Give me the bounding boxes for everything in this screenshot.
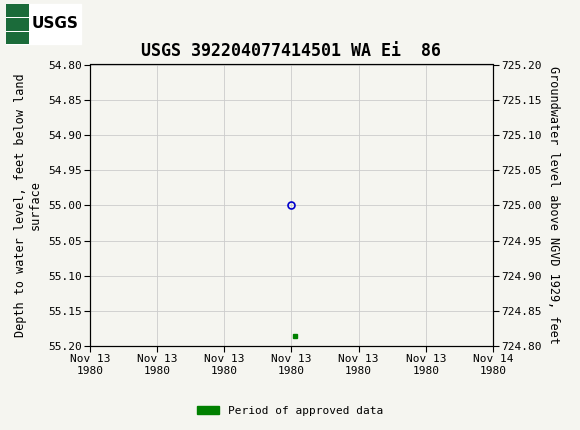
- Text: USGS: USGS: [32, 16, 79, 31]
- Bar: [6, 18, 29, 31]
- Y-axis label: Groundwater level above NGVD 1929, feet: Groundwater level above NGVD 1929, feet: [548, 66, 560, 344]
- Y-axis label: Depth to water level, feet below land
surface: Depth to water level, feet below land su…: [14, 74, 42, 337]
- Legend: Period of approved data: Period of approved data: [193, 401, 387, 420]
- Bar: [6, 4, 29, 16]
- Title: USGS 392204077414501 WA Ei  86: USGS 392204077414501 WA Ei 86: [142, 42, 441, 60]
- Bar: [6, 32, 29, 43]
- Bar: [6, 4, 81, 43]
